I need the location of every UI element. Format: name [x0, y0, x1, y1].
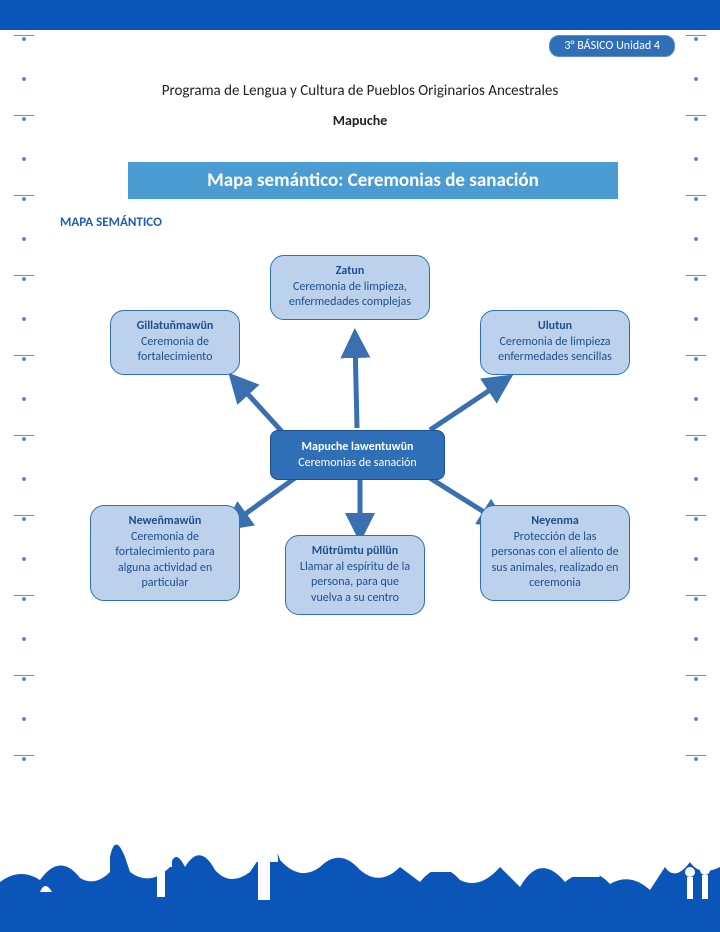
node-zatun: ZatunCeremonia de limpieza, enfermedades…: [270, 255, 430, 320]
node-title: Mütrümtu püllün: [296, 544, 414, 560]
node-neyenma: NeyenmaProtección de las personas con el…: [480, 505, 630, 601]
node-title: Neyenma: [491, 514, 619, 530]
footer-silhouette: [0, 812, 720, 932]
center-node: Mapuche lawentuwün Ceremonias de sanació…: [270, 430, 445, 480]
node-title: Ulutun: [491, 319, 619, 335]
node-title: Gillatuñmawün: [121, 319, 229, 335]
center-node-title: Mapuche lawentuwün: [283, 439, 432, 455]
node-desc: Ceremonia de fortalecimiento para alguna…: [115, 530, 214, 591]
section-label: MAPA SEMÁNTICO: [60, 215, 162, 230]
left-ornament: [14, 35, 34, 795]
node-desc: Llamar al espíritu de la persona, para q…: [300, 560, 410, 605]
node-desc: Protección de las personas con el alient…: [491, 530, 618, 591]
node-title: Neweñmawün: [101, 514, 229, 530]
node-newenmawun: NeweñmawünCeremonia de fortalecimiento p…: [90, 505, 240, 601]
node-gillatunmawun: GillatuñmawünCeremonia de fortalecimient…: [110, 310, 240, 375]
topic-banner: Mapa semántico: Ceremonias de sanación: [128, 162, 618, 199]
center-node-subtitle: Ceremonias de sanación: [298, 456, 416, 470]
right-ornament: [686, 35, 706, 795]
node-desc: Ceremonia de limpieza, enfermedades comp…: [289, 280, 411, 310]
node-desc: Ceremonia de limpieza enfermedades senci…: [498, 335, 612, 365]
node-desc: Ceremonia de fortalecimiento: [138, 335, 213, 365]
node-ulutun: UlutunCeremonia de limpieza enfermedades…: [480, 310, 630, 375]
node-title: Zatun: [281, 264, 419, 280]
program-title: Programa de Lengua y Cultura de Pueblos …: [0, 82, 720, 100]
program-subtitle: Mapuche: [0, 112, 720, 129]
grade-unit-badge: 3° BÁSICO Unidad 4: [549, 35, 675, 57]
top-banner: [0, 0, 720, 30]
semantic-map-diagram: Mapuche lawentuwün Ceremonias de sanació…: [60, 250, 660, 710]
node-mutrumtu: Mütrümtu püllünLlamar al espíritu de la …: [285, 535, 425, 615]
